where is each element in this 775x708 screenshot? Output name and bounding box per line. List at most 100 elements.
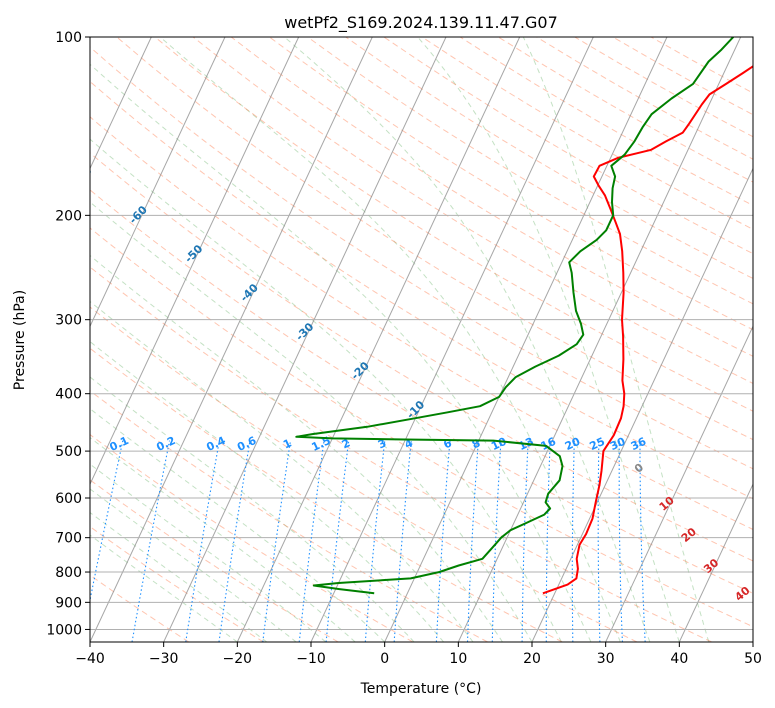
y-tick-label: 200	[55, 208, 82, 224]
moist-adiabat	[90, 201, 533, 642]
temperature-profile	[542, 65, 753, 595]
moist-adiabat	[159, 37, 621, 642]
dry-adiabat	[90, 306, 638, 642]
mixing-ratio-line	[364, 440, 386, 642]
chart-title: wetPf2_S169.2024.139.11.47.G07	[284, 13, 558, 33]
dry-adiabat	[230, 37, 753, 357]
mixing-ratio-label: 1	[281, 436, 293, 451]
x-tick-label: −40	[75, 651, 105, 667]
isotherm-line	[752, 640, 753, 642]
mixing-ratio-line	[262, 440, 292, 642]
dry-adiabat	[154, 37, 753, 412]
dry-adiabat	[650, 37, 753, 94]
mixing-ratio-line	[131, 440, 171, 642]
dry-adiabat	[90, 46, 753, 470]
dry-adiabat	[90, 152, 753, 562]
x-tick-label: 40	[670, 651, 688, 667]
isotherm-line	[0, 37, 4, 642]
isotherm-line	[163, 37, 447, 642]
dry-adiabat-label: 40	[732, 584, 752, 604]
y-tick-label: 100	[55, 30, 82, 46]
mixing-ratio-line	[639, 440, 646, 642]
dry-adiabat	[574, 37, 753, 138]
isotherm-line	[605, 325, 753, 642]
mixing-ratio-line	[466, 440, 479, 642]
dry-adiabat	[90, 525, 264, 642]
dry-adiabat	[536, 37, 753, 160]
isotherm-label: -30	[293, 320, 316, 343]
x-tick-label: 20	[523, 651, 541, 667]
dewpoint-profile	[295, 37, 735, 595]
dry-adiabat	[90, 574, 190, 642]
moist-adiabat	[90, 341, 444, 642]
dry-adiabat	[116, 37, 753, 441]
x-tick-label: −30	[149, 651, 179, 667]
y-tick-label: 500	[55, 444, 82, 460]
y-tick-label: 400	[55, 387, 82, 403]
moist-adiabat	[417, 37, 680, 642]
dry-adiabat	[90, 347, 563, 642]
dry-adiabat	[192, 37, 753, 384]
axes: −40 −30 −20 −10 0 10 20 30 40 5010020030040050060…	[46, 30, 762, 667]
dry-adiabat	[307, 37, 753, 305]
x-tick-label: 30	[597, 651, 615, 667]
mixing-ratio-line	[393, 440, 412, 642]
dry-adiabat	[90, 116, 753, 530]
y-tick-label: 900	[55, 595, 82, 611]
mixing-ratio-line	[545, 440, 551, 642]
mixing-ratio-line	[325, 440, 350, 642]
isotherm-label: -80	[16, 125, 39, 148]
isotherm-line	[384, 37, 668, 642]
plot-frame	[89, 36, 754, 643]
mixing-ratio-line	[435, 440, 451, 642]
isotherm-line	[310, 37, 594, 642]
y-tick-label: 300	[55, 313, 82, 329]
isotherm-line	[678, 482, 753, 642]
dry-adiabat	[459, 37, 753, 206]
isotherm-label: -40	[238, 281, 261, 304]
mixing-ratio-label: 30	[608, 435, 628, 453]
plot-area: 0.10.20.40.611.52346810131620253036-100-…	[0, 37, 753, 642]
x-tick-label: 0	[380, 651, 389, 667]
mixing-ratio-label: 36	[629, 435, 649, 453]
isotherm-line	[90, 37, 373, 642]
mixing-ratio-label: 6	[441, 436, 454, 451]
mixing-ratio-label: 20	[563, 435, 583, 453]
moist-adiabat	[90, 63, 592, 642]
isotherm-line	[236, 37, 521, 642]
moist-adiabat	[90, 511, 268, 642]
isotherm-label: -70	[71, 164, 94, 187]
moist-adiabat	[90, 534, 238, 642]
isotherm-line	[90, 37, 152, 170]
moist-adiabat	[284, 37, 651, 642]
mixing-ratio-line	[491, 440, 502, 642]
x-tick-label: −10	[296, 651, 326, 667]
isotherm-line	[531, 167, 753, 642]
isotherm-line	[457, 37, 742, 642]
moist-adiabat	[90, 138, 562, 642]
moist-adiabat	[90, 463, 327, 642]
y-tick-label: 600	[55, 491, 82, 507]
moist-adiabat	[90, 408, 386, 642]
moist-adiabat	[90, 376, 415, 642]
x-tick-label: 10	[449, 651, 467, 667]
mixing-ratio-line	[185, 440, 220, 642]
mixing-ratio-line	[571, 440, 575, 642]
mixing-ratio-line	[597, 440, 601, 642]
dry-adiabat	[612, 37, 753, 116]
dry-adiabat	[90, 479, 339, 642]
isotherm-label: -50	[182, 242, 205, 265]
dry-adiabat-label: 20	[679, 525, 699, 545]
dry-adiabat	[90, 266, 712, 642]
dry-adiabat	[90, 80, 753, 500]
x-tick-label: −20	[223, 651, 253, 667]
isotherm-line	[90, 37, 300, 486]
dry-adiabat-label: 0	[632, 461, 646, 476]
isotherm-label: -20	[349, 359, 372, 382]
y-tick-label: 800	[55, 565, 82, 581]
y-tick-label: 1000	[46, 622, 82, 638]
mixing-ratio-line	[218, 440, 251, 642]
dry-adiabat	[90, 390, 488, 642]
moist-adiabat	[90, 300, 474, 642]
